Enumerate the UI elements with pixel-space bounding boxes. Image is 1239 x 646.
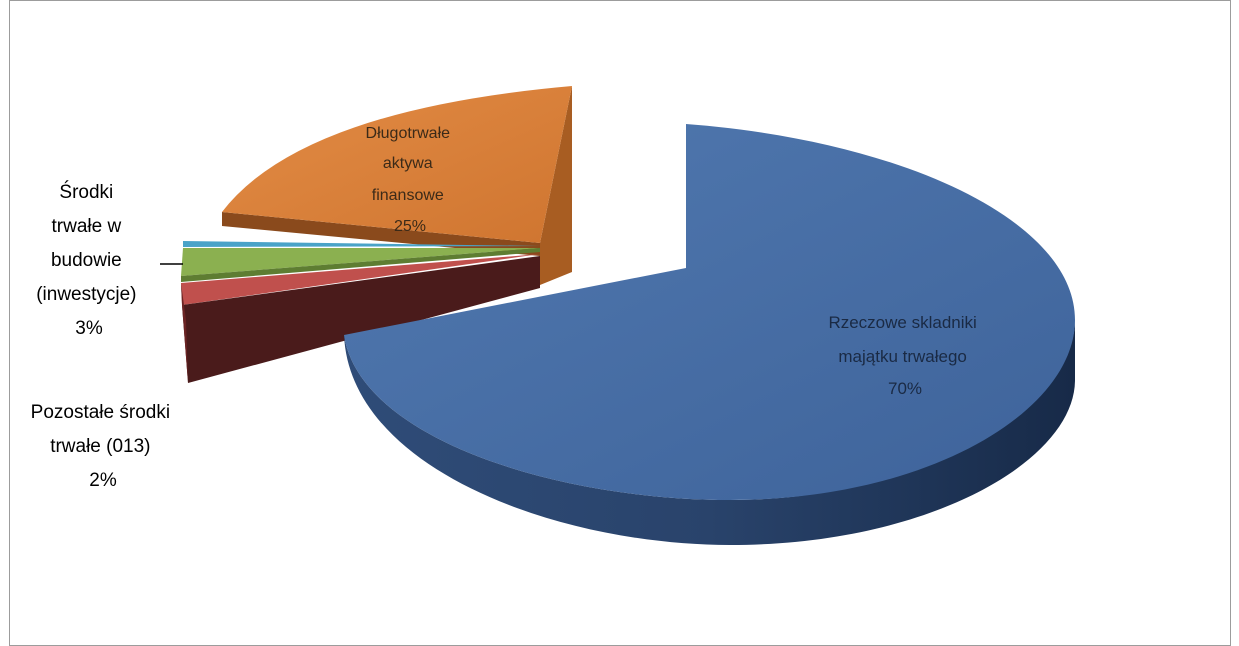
slice-srodki-w-budowie <box>181 248 540 282</box>
slice-rzeczowe-skladniki <box>344 124 1075 545</box>
slice-orange-top <box>222 86 572 243</box>
label-srodki-w-budowie: Środki trwałe w budowie (inwestycje) 3% <box>36 181 142 339</box>
slice-red-side <box>182 256 540 383</box>
slice-lightblue-top <box>183 241 540 247</box>
slice-red-side-left <box>181 283 188 383</box>
slice-green-side <box>181 248 540 282</box>
slice-red-top <box>181 254 540 305</box>
slice-blue-side <box>344 320 1075 545</box>
slice-blue-top <box>344 124 1075 500</box>
label-dlugotrwale: Długotrwałe aktywa finansowe 25% <box>366 125 455 235</box>
slice-small-lightblue <box>183 241 540 247</box>
slice-pozostale-srodki <box>181 254 540 383</box>
slice-orange-side-right <box>540 86 572 285</box>
label-pozostale: Pozostałe środki trwałe (013) 2% <box>31 402 176 491</box>
label-rzeczowe: Rzeczowe skladniki majątku trwałego 70% <box>828 313 981 398</box>
